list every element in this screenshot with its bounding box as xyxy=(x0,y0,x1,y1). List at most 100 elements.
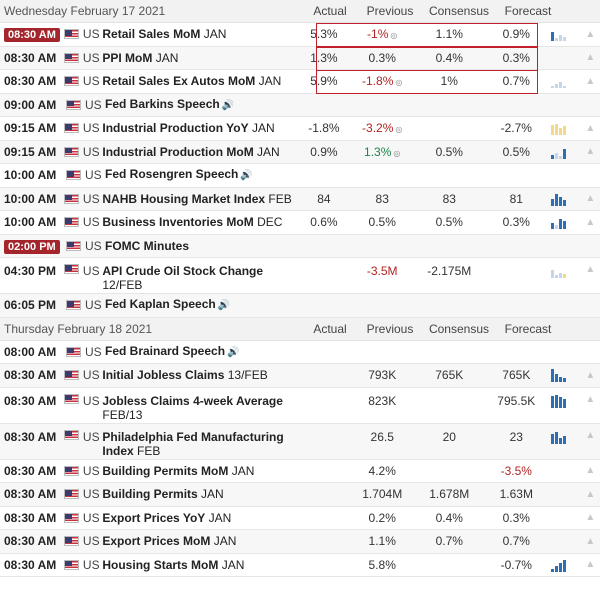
mini-chart[interactable] xyxy=(547,430,580,444)
event-row[interactable]: 08:30 AM US Philadelphia Fed Manufacturing… xyxy=(0,423,600,460)
mini-chart[interactable] xyxy=(547,487,580,501)
mini-chart[interactable] xyxy=(547,51,580,65)
event-name[interactable]: NAHB Housing Market Index FEB xyxy=(102,192,296,206)
column-header-forecast[interactable]: Forecast xyxy=(504,4,552,18)
event-name[interactable]: Industrial Production YoY JAN xyxy=(102,121,296,135)
event-title[interactable]: Fed Barkins Speech xyxy=(105,96,220,111)
event-name[interactable]: Business Inventories MoM DEC xyxy=(102,215,296,229)
column-header-actual[interactable]: Actual xyxy=(313,4,347,18)
event-name[interactable]: Philadelphia Fed Manufacturing Index FEB xyxy=(102,430,296,458)
alert-bell-icon[interactable]: ▲ xyxy=(585,122,596,134)
event-row[interactable]: 10:00 AM US Business Inventories MoM DEC 0.… xyxy=(0,211,600,235)
alert-bell-icon[interactable]: ▲ xyxy=(585,193,596,205)
event-title[interactable]: Export Prices YoY xyxy=(102,510,206,525)
event-row[interactable]: 08:00 AM US Fed Brainard Speech 🔊 xyxy=(0,341,600,364)
event-title[interactable]: Industrial Production YoY xyxy=(102,121,249,136)
mini-chart[interactable] xyxy=(547,464,580,478)
event-name[interactable]: Building Permits MoM JAN xyxy=(102,464,296,478)
event-row[interactable]: 10:00 AM US Fed Rosengren Speech 🔊 xyxy=(0,164,600,188)
alert-bell-icon[interactable]: ▲ xyxy=(585,512,596,524)
event-name[interactable]: Fed Barkins Speech 🔊 xyxy=(105,97,305,113)
event-row[interactable]: 10:00 AM US NAHB Housing Market Index FEB 8… xyxy=(0,187,600,211)
alert-bell-icon[interactable]: ▲ xyxy=(585,146,596,158)
event-title[interactable]: Export Prices MoM xyxy=(102,534,211,549)
event-row[interactable]: 02:00 PM US FOMC Minutes xyxy=(0,234,600,258)
event-title[interactable]: Fed Brainard Speech xyxy=(105,343,226,358)
event-row[interactable]: 09:15 AM US Industrial Production MoM JAN 0… xyxy=(0,140,600,164)
event-title[interactable]: Initial Jobless Claims xyxy=(102,368,225,383)
mini-chart[interactable] xyxy=(547,145,580,159)
event-row[interactable]: 08:30 AM US Export Prices MoM JAN 1.1% 0.7% 0… xyxy=(0,530,600,554)
event-row[interactable]: 04:30 PM US API Crude Oil Stock Change 12/… xyxy=(0,258,600,294)
event-title[interactable]: PPI MoM xyxy=(102,50,153,65)
event-row[interactable]: 08:30 AM US Building Permits MoM JAN 4.2% -3… xyxy=(0,460,600,483)
mini-chart[interactable] xyxy=(547,264,580,278)
event-name[interactable]: FOMC Minutes xyxy=(105,239,305,253)
event-title[interactable]: Retail Sales Ex Autos MoM xyxy=(102,74,256,89)
event-name[interactable]: Housing Starts MoM JAN xyxy=(102,558,296,572)
event-name[interactable]: Retail Sales Ex Autos MoM JAN xyxy=(102,74,296,88)
alert-bell-icon[interactable]: ▲ xyxy=(585,429,596,441)
event-name[interactable]: Building Permits JAN xyxy=(102,487,296,501)
mini-chart[interactable] xyxy=(547,558,580,572)
column-header-previous[interactable]: Previous xyxy=(366,4,414,18)
mini-chart[interactable] xyxy=(547,74,580,89)
alert-bell-icon[interactable]: ▲ xyxy=(585,264,596,275)
alert-bell-icon[interactable]: ▲ xyxy=(585,488,596,500)
alert-bell-icon[interactable]: ▲ xyxy=(585,28,596,40)
mini-chart[interactable] xyxy=(547,27,580,42)
event-title[interactable]: Housing Starts MoM xyxy=(102,557,219,572)
alert-bell-icon[interactable]: ▲ xyxy=(585,465,596,477)
event-title[interactable]: Building Permits xyxy=(102,487,198,502)
event-name[interactable]: API Crude Oil Stock Change 12/FEB xyxy=(102,264,296,292)
event-title[interactable]: Fed Rosengren Speech xyxy=(105,167,239,182)
event-title[interactable]: FOMC Minutes xyxy=(105,238,189,253)
column-header-previous[interactable]: Previous xyxy=(366,321,414,336)
mini-chart[interactable] xyxy=(547,121,580,136)
column-header-actual[interactable]: Actual xyxy=(313,321,347,336)
mini-chart[interactable] xyxy=(547,511,580,525)
mini-chart[interactable] xyxy=(547,534,580,548)
event-row[interactable]: 08:30 AM US Retail Sales MoM JAN 5.3% -1% ◎ 1.… xyxy=(0,23,600,47)
alert-bell-icon[interactable]: ▲ xyxy=(585,369,596,381)
event-name[interactable]: Jobless Claims 4-week Average FEB/13 xyxy=(102,394,296,422)
event-title[interactable]: Philadelphia Fed Manufacturing Index xyxy=(102,429,284,458)
event-row[interactable]: 08:30 AM US Jobless Claims 4-week Average … xyxy=(0,388,600,424)
column-header-consensus[interactable]: Consensus xyxy=(428,4,490,18)
event-title[interactable]: Retail Sales MoM xyxy=(102,27,201,42)
speaker-icon[interactable]: 🔊 xyxy=(227,346,240,358)
event-row[interactable]: 08:30 AM US Housing Starts MoM JAN 5.8% -0.7… xyxy=(0,554,600,577)
event-row[interactable]: 08:30 AM US Initial Jobless Claims 13/FEB 7… xyxy=(0,364,600,388)
mini-chart[interactable] xyxy=(547,394,580,408)
speaker-icon[interactable]: 🔊 xyxy=(240,170,253,182)
alert-bell-icon[interactable]: ▲ xyxy=(585,216,596,228)
event-title[interactable]: Jobless Claims 4-week Average xyxy=(102,393,283,408)
event-row[interactable]: 08:30 AM US Retail Sales Ex Autos MoM JAN 5… xyxy=(0,70,600,94)
event-row[interactable]: 09:15 AM US Industrial Production YoY JAN -… xyxy=(0,117,600,141)
speaker-icon[interactable]: 🔊 xyxy=(217,300,231,312)
event-name[interactable]: PPI MoM JAN xyxy=(102,51,296,65)
event-row[interactable]: 08:30 AM US Export Prices YoY JAN 0.2% 0.4% 0… xyxy=(0,507,600,530)
mini-chart[interactable] xyxy=(547,215,580,230)
event-name[interactable]: Fed Kaplan Speech 🔊 xyxy=(105,297,305,313)
event-name[interactable]: Export Prices MoM JAN xyxy=(102,534,296,548)
event-row[interactable]: 08:30 AM US PPI MoM JAN 1.3% 0.3% 0.4% 0.3% ▲ xyxy=(0,46,600,70)
event-name[interactable]: Fed Rosengren Speech 🔊 xyxy=(105,167,305,183)
event-title[interactable]: NAHB Housing Market Index xyxy=(102,191,266,206)
mini-chart[interactable] xyxy=(547,192,580,206)
event-name[interactable]: Industrial Production MoM JAN xyxy=(102,145,296,159)
mini-chart[interactable] xyxy=(547,368,580,383)
event-name[interactable]: Export Prices YoY JAN xyxy=(102,511,296,525)
alert-bell-icon[interactable]: ▲ xyxy=(585,559,596,571)
event-title[interactable]: Business Inventories MoM xyxy=(102,215,254,230)
event-name[interactable]: Initial Jobless Claims 13/FEB xyxy=(102,368,296,382)
column-header-consensus[interactable]: Consensus xyxy=(428,321,490,336)
alert-bell-icon[interactable]: ▲ xyxy=(585,75,596,87)
event-row[interactable]: 09:00 AM US Fed Barkins Speech 🔊 xyxy=(0,93,600,117)
event-title[interactable]: API Crude Oil Stock Change xyxy=(102,264,264,278)
event-row[interactable]: 06:05 PM US Fed Kaplan Speech 🔊 xyxy=(0,294,600,318)
alert-bell-icon[interactable]: ▲ xyxy=(585,535,596,547)
event-title[interactable]: Industrial Production MoM xyxy=(102,144,254,159)
alert-bell-icon[interactable]: ▲ xyxy=(585,393,596,405)
event-title[interactable]: Fed Kaplan Speech xyxy=(105,297,216,312)
